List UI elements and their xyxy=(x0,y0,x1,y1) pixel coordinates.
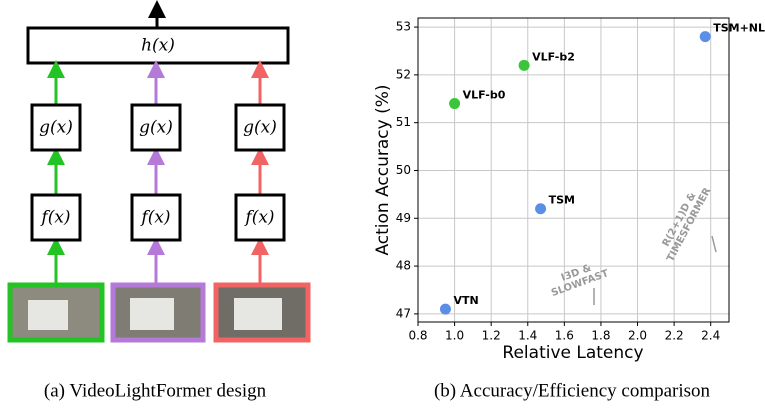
point xyxy=(535,203,547,215)
column: g(x) f(x) xyxy=(7,60,105,343)
point-label: VLF-b2 xyxy=(532,50,575,63)
point-label: TSM+NL xyxy=(713,22,765,35)
y-tick-label: 52 xyxy=(396,67,411,81)
y-tick-label: 49 xyxy=(396,211,411,225)
frame-image xyxy=(7,282,105,343)
frame-detail xyxy=(28,300,68,330)
x-tick-label: 2.2 xyxy=(665,329,684,343)
g-box xyxy=(30,103,82,152)
point xyxy=(439,303,451,315)
f-box xyxy=(234,193,286,242)
g-label: g(x) xyxy=(243,118,277,138)
frame-detail xyxy=(130,298,174,330)
x-tick-label: 0.8 xyxy=(408,329,427,343)
y-tick-label: 51 xyxy=(396,115,411,129)
y-tick-label: 47 xyxy=(396,306,411,320)
diagram: h(x) g(x) f(x) g(x) f(x) xyxy=(7,0,311,343)
point xyxy=(699,31,711,43)
column: g(x) f(x) xyxy=(110,60,206,343)
caption: (a) VideoLightFormer design xyxy=(44,380,267,401)
point-label: VLF-b0 xyxy=(463,89,506,102)
f-label: f(x) xyxy=(243,208,274,228)
g-label: g(x) xyxy=(139,118,173,138)
g-label: g(x) xyxy=(39,118,73,138)
annotation: R(2+1)D &TIMESFORMER xyxy=(661,186,714,264)
y-axis-label: Action Accuracy (%) xyxy=(373,84,393,255)
f-box xyxy=(30,193,82,242)
x-tick-label: 1.6 xyxy=(555,329,574,343)
f-label: f(x) xyxy=(39,208,70,228)
g-box xyxy=(234,103,286,152)
y-tick-label: 53 xyxy=(396,20,411,34)
point-label: VTN xyxy=(453,294,478,307)
x-tick-label: 1.4 xyxy=(518,329,537,343)
x-tick-label: 1.0 xyxy=(445,329,464,343)
caption: (b) Accuracy/Efficiency comparison xyxy=(434,380,711,401)
x-tick-label: 2.4 xyxy=(701,329,720,343)
plot-frame xyxy=(417,17,730,323)
x-tick-label: 1.2 xyxy=(482,329,501,343)
f-label: f(x) xyxy=(139,208,170,228)
point xyxy=(449,98,461,110)
point xyxy=(518,59,530,71)
column: g(x) f(x) xyxy=(213,60,311,343)
x-axis-label: Relative Latency xyxy=(502,343,643,363)
g-box xyxy=(130,103,182,152)
x-tick-label: 1.8 xyxy=(591,329,610,343)
h-label: h(x) xyxy=(141,36,175,56)
point-label: TSM xyxy=(549,194,575,207)
frame-detail xyxy=(234,298,282,330)
annotation-arrow xyxy=(711,235,717,253)
f-box xyxy=(130,193,182,242)
y-tick-label: 48 xyxy=(396,259,411,273)
x-tick-label: 2.0 xyxy=(628,329,647,343)
y-tick-label: 50 xyxy=(396,163,411,177)
